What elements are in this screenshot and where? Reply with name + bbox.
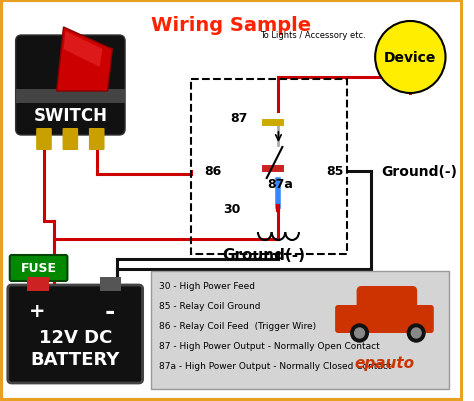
Text: 85: 85 — [327, 165, 344, 178]
Text: 30: 30 — [223, 203, 240, 216]
Circle shape — [355, 328, 365, 338]
Text: SWITCH: SWITCH — [33, 107, 107, 125]
FancyBboxPatch shape — [27, 277, 49, 291]
Text: 87a: 87a — [267, 178, 293, 191]
Text: -: - — [104, 299, 115, 323]
FancyBboxPatch shape — [16, 36, 125, 136]
Text: 30 - High Power Feed: 30 - High Power Feed — [159, 281, 255, 290]
FancyBboxPatch shape — [89, 129, 105, 151]
Polygon shape — [57, 28, 112, 92]
FancyBboxPatch shape — [8, 285, 143, 383]
Circle shape — [375, 22, 446, 94]
Text: 86 - Relay Coil Feed  (Trigger Wire): 86 - Relay Coil Feed (Trigger Wire) — [159, 321, 316, 330]
Text: To Lights / Accessory etc.: To Lights / Accessory etc. — [260, 31, 365, 41]
FancyBboxPatch shape — [10, 255, 67, 281]
Text: 85 - Relay Coil Ground: 85 - Relay Coil Ground — [159, 301, 261, 310]
Circle shape — [408, 324, 425, 342]
FancyBboxPatch shape — [335, 305, 434, 333]
Text: +: + — [29, 302, 46, 321]
FancyBboxPatch shape — [151, 271, 449, 389]
Text: 87 - High Power Output - Normally Open Contact: 87 - High Power Output - Normally Open C… — [159, 341, 380, 350]
Text: Ground(-): Ground(-) — [381, 164, 457, 178]
Polygon shape — [64, 32, 102, 68]
FancyBboxPatch shape — [16, 90, 125, 104]
FancyBboxPatch shape — [63, 129, 78, 151]
Text: epauto: epauto — [355, 356, 415, 371]
FancyBboxPatch shape — [356, 286, 417, 318]
Circle shape — [351, 324, 368, 342]
Text: 86: 86 — [204, 165, 222, 178]
Text: 87: 87 — [231, 111, 248, 124]
FancyBboxPatch shape — [36, 129, 52, 151]
Text: FUSE: FUSE — [20, 262, 56, 275]
Text: 87a - High Power Output - Normally Closed Contact: 87a - High Power Output - Normally Close… — [159, 361, 392, 370]
Text: Ground(-): Ground(-) — [222, 248, 305, 263]
Circle shape — [411, 328, 421, 338]
Text: Wiring Sample: Wiring Sample — [152, 16, 311, 35]
FancyBboxPatch shape — [100, 277, 121, 291]
Text: 12V DC: 12V DC — [38, 328, 112, 346]
FancyBboxPatch shape — [1, 1, 462, 400]
Text: Device: Device — [384, 51, 437, 65]
Text: BATTERY: BATTERY — [30, 350, 120, 368]
